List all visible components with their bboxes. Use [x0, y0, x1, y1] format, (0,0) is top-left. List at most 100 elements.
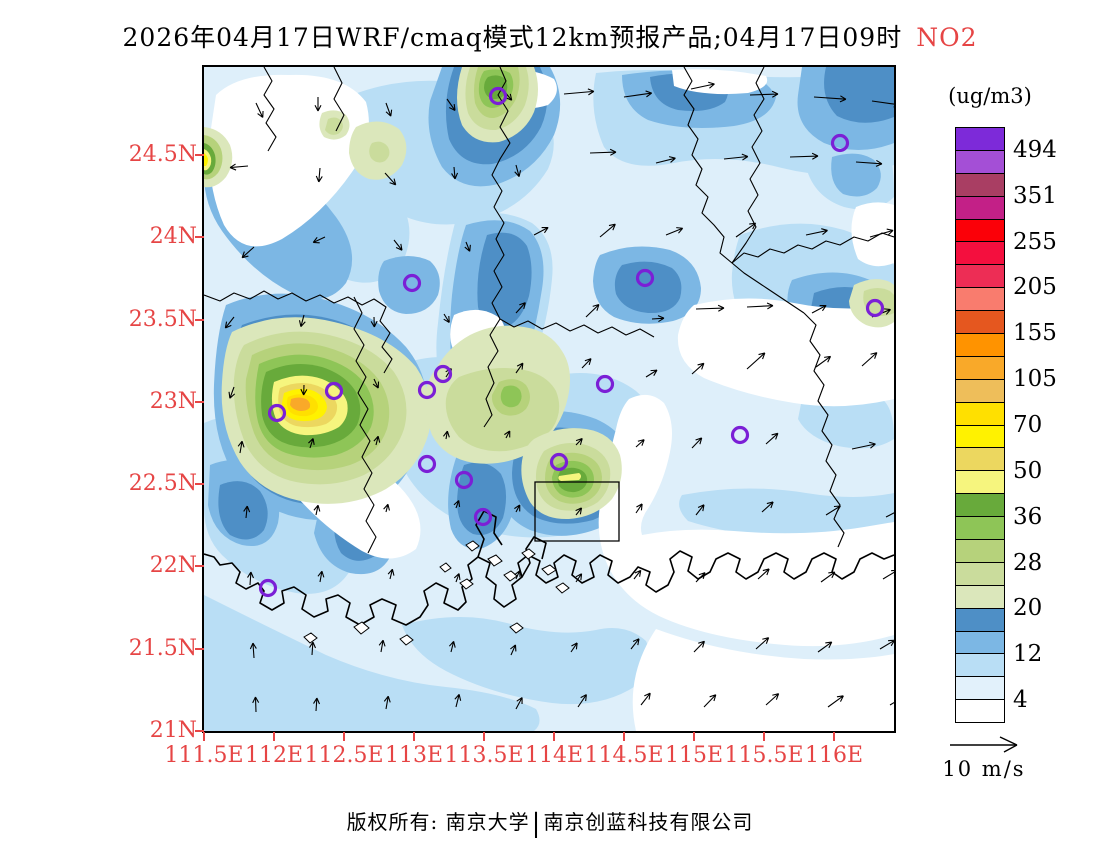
wind-arrow — [693, 640, 705, 653]
city-marker-circle — [402, 273, 422, 293]
legend-value-label: 155 — [1013, 320, 1057, 347]
legend-color-box — [956, 128, 1004, 150]
lon-axis-label: 113E — [384, 743, 444, 768]
region-inset-box — [534, 481, 620, 542]
concentration-fill-region — [290, 397, 311, 411]
wind-arrow — [645, 369, 658, 378]
wind-arrow — [825, 505, 841, 516]
province-border — [499, 318, 655, 338]
city-marker-circle — [830, 133, 850, 153]
lat-axis-tick — [195, 236, 204, 239]
wind-arrow — [315, 167, 323, 183]
wind-arrow — [384, 172, 397, 186]
lat-axis-label: 21N — [149, 718, 197, 743]
wind-arrow — [871, 100, 894, 108]
lon-axis-tick — [343, 732, 345, 741]
lon-axis-tick — [273, 732, 275, 741]
wind-arrow — [383, 503, 390, 513]
page-title: 2026年04月17日WRF/cmaq模式12km预报产品;04月17日09时 N… — [0, 18, 1100, 54]
wind-arrow — [761, 501, 774, 513]
wind-arrow — [577, 694, 587, 708]
footer-divider: | — [531, 809, 542, 839]
wind-arrow — [300, 384, 308, 396]
lon-axis-tick — [413, 732, 415, 741]
wind-arrow — [446, 98, 456, 111]
lat-axis-tick — [195, 730, 204, 732]
concentration-fill-region — [204, 153, 208, 166]
wind-arrow — [252, 696, 260, 713]
lon-axis-label: 116E — [804, 743, 864, 768]
legend-color-box — [956, 561, 1004, 585]
wind-arrow — [691, 362, 705, 375]
concentration-fill-region — [325, 117, 343, 135]
legend-value-label: 494 — [1013, 136, 1057, 163]
legend-value-label: 50 — [1013, 457, 1043, 484]
concentration-fill-region — [378, 256, 440, 314]
wind-arrow — [387, 568, 395, 580]
wind-arrow — [746, 302, 774, 310]
legend-color-box — [956, 447, 1004, 471]
province-border — [353, 296, 377, 554]
city-marker-circle — [473, 507, 493, 527]
wind-arrow — [789, 152, 819, 160]
lat-axis-tick — [195, 318, 204, 321]
wind-arrow — [464, 241, 471, 252]
copyright-right: 南京创蓝科技有限公司 — [543, 810, 754, 834]
legend-value-label: 12 — [1013, 641, 1043, 668]
legend-color-box — [956, 516, 1004, 540]
province-border — [731, 232, 894, 264]
wind-arrow — [827, 695, 844, 708]
legend-value-label: 28 — [1013, 549, 1043, 576]
title-text: 2026年04月17日WRF/cmaq模式12km预报产品;04月17日09时 — [122, 23, 903, 52]
wind-arrow — [317, 570, 325, 583]
province-border — [731, 67, 765, 264]
wind-arrow — [247, 571, 255, 586]
wind-arrow — [690, 81, 715, 90]
wind-arrow — [813, 95, 847, 103]
wind-arrow — [453, 500, 461, 509]
wind-arrow — [372, 378, 380, 389]
city-marker-circle — [324, 381, 344, 401]
city-marker-circle — [635, 268, 655, 288]
wind-arrow — [385, 102, 393, 117]
wind-arrow — [815, 355, 832, 368]
wind-arrow — [695, 504, 705, 516]
wind-arrow — [515, 697, 523, 710]
legend-value-label: 36 — [1013, 503, 1043, 530]
lon-axis-tick — [483, 732, 485, 741]
province-border — [683, 67, 805, 314]
wind-arrow — [515, 362, 524, 374]
legend-color-box — [956, 310, 1004, 334]
wind-arrow — [575, 507, 583, 516]
concentration-fill-region — [218, 481, 268, 540]
wind-arrow — [313, 504, 321, 516]
concentration-fill-region — [477, 232, 532, 330]
concentration-fill-region — [500, 385, 522, 408]
city-marker-circle — [488, 86, 508, 106]
city-marker-circle — [549, 452, 569, 472]
wind-arrow — [314, 97, 322, 112]
coastline — [521, 536, 547, 578]
wind-arrow — [237, 440, 245, 454]
lon-axis-tick — [763, 732, 765, 741]
wind-arrow — [575, 438, 583, 446]
wind-arrow — [855, 159, 883, 167]
wind-arrow — [229, 163, 249, 171]
island — [459, 578, 474, 590]
legend-color-box — [956, 333, 1004, 356]
wind-arrow — [308, 438, 315, 449]
legend-color-box — [956, 218, 1004, 242]
wind-arrow — [373, 435, 381, 446]
legend-color-box — [956, 539, 1004, 562]
legend-color-box — [956, 493, 1004, 517]
copyright-left: 版权所有: 南京大学 — [346, 810, 530, 834]
wind-arrow — [820, 571, 836, 583]
island — [509, 622, 524, 634]
island — [541, 564, 557, 576]
concentration-fill-region — [824, 67, 894, 123]
legend-color-box — [956, 378, 1004, 402]
island — [439, 562, 452, 573]
color-legend-bar — [955, 127, 1005, 723]
wind-arrow — [241, 246, 255, 259]
legend-color-box — [956, 424, 1004, 448]
